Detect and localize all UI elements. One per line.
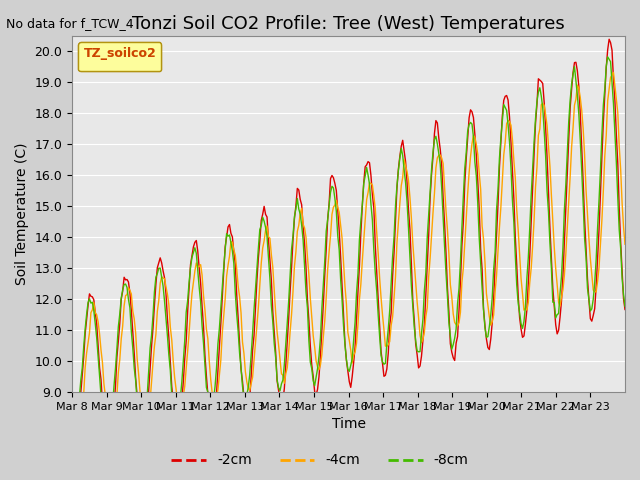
X-axis label: Time: Time xyxy=(332,418,365,432)
Y-axis label: Soil Temperature (C): Soil Temperature (C) xyxy=(15,143,29,285)
Text: No data for f_TCW_4: No data for f_TCW_4 xyxy=(6,17,134,30)
Legend: -2cm, -4cm, -8cm: -2cm, -4cm, -8cm xyxy=(166,448,474,473)
Legend:  xyxy=(79,42,161,72)
Title: Tonzi Soil CO2 Profile: Tree (West) Temperatures: Tonzi Soil CO2 Profile: Tree (West) Temp… xyxy=(132,15,565,33)
